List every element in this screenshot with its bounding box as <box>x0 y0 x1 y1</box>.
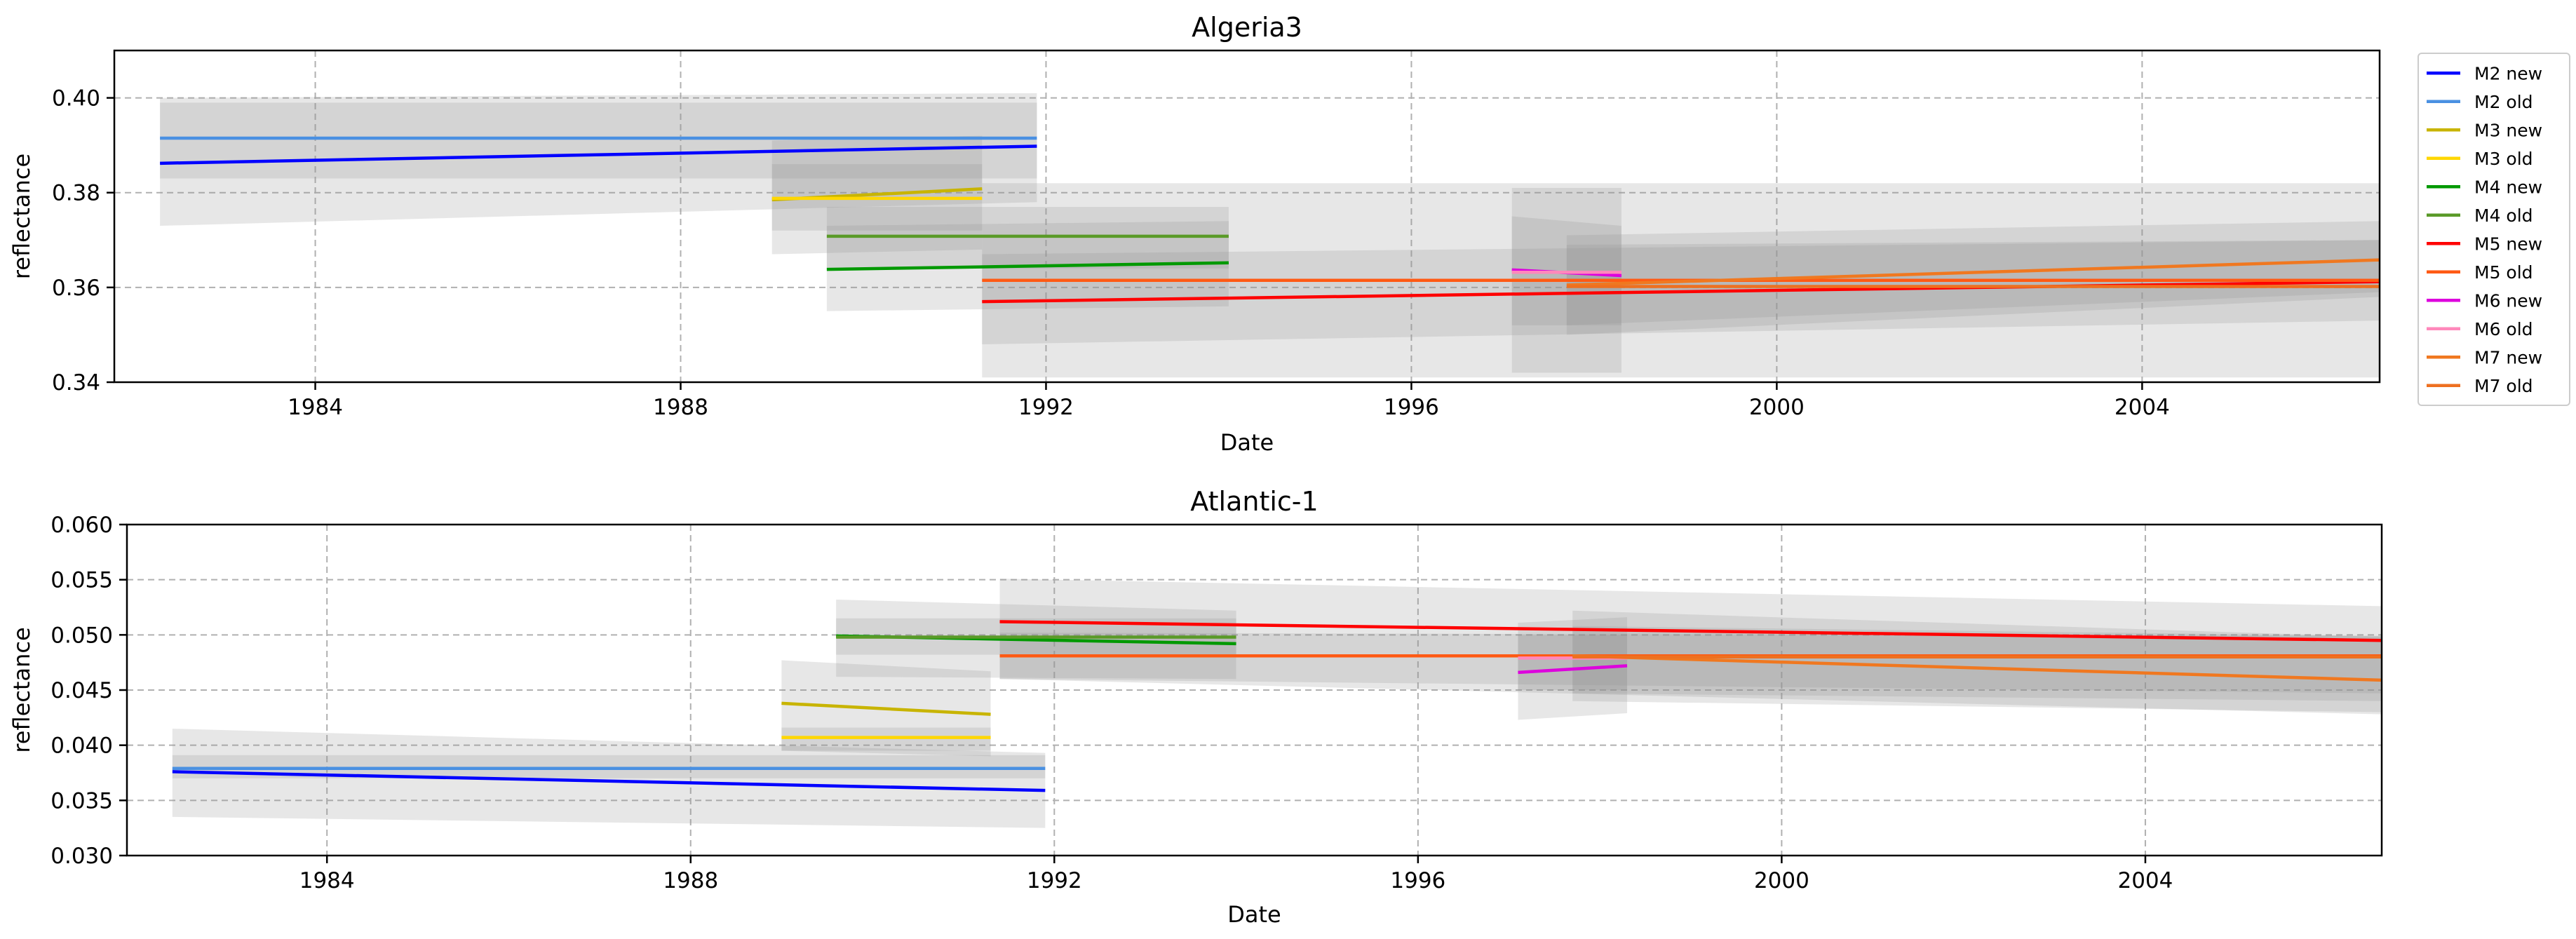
legend-label-m6-old: M6 old <box>2474 319 2533 339</box>
x-tick-label: 1992 <box>1018 395 1074 420</box>
y-tick-label: 0.050 <box>50 623 113 648</box>
y-tick-label: 0.055 <box>50 568 113 593</box>
legend-label-m7-old: M7 old <box>2474 376 2533 396</box>
series-line-m5-new <box>999 620 2382 642</box>
x-tick-label: 2004 <box>2117 868 2173 893</box>
uncertainty-band-m3-old <box>781 727 991 751</box>
series-line-m7-new <box>1572 654 2382 682</box>
uncertainty-band-m7-old <box>1566 240 2380 325</box>
series-line-m4-new <box>826 261 1229 271</box>
x-tick-label: 1996 <box>1384 395 1439 420</box>
axes-frame <box>113 49 2381 384</box>
x-axis-label: Date <box>1227 901 1281 928</box>
chart-title: Algeria3 <box>1192 12 1302 43</box>
y-tick-label: 0.045 <box>50 678 113 703</box>
x-tick-label: 2004 <box>2115 395 2170 420</box>
uncertainty-band-m7-new <box>1566 221 2380 335</box>
chart-title: Atlantic-1 <box>1190 486 1318 517</box>
x-tick-label: 2000 <box>1749 395 1805 420</box>
legend-label-m7-new: M7 new <box>2474 347 2542 367</box>
uncertainty-band-m6-old <box>1518 635 1628 690</box>
uncertainty-band-m2-old <box>172 755 1046 778</box>
legend-label-m3-new: M3 new <box>2474 120 2542 140</box>
uncertainty-band-m2-new <box>160 93 1037 227</box>
legend-label-m2-new: M2 new <box>2474 63 2542 83</box>
y-tick-label: 0.035 <box>50 788 113 813</box>
legend-label-m4-new: M4 new <box>2474 177 2542 197</box>
uncertainty-band-m5-old <box>999 633 2382 715</box>
uncertainty-band-m2-new <box>172 729 1046 828</box>
legend-label-m5-new: M5 new <box>2474 234 2542 254</box>
panel-algeria3: 1984 1988 1992 1996 2000 2004 0.34 0.36 0.38 0.40… <box>8 12 2381 456</box>
legend-label-m3-old: M3 old <box>2474 149 2533 169</box>
x-axis-label: Date <box>1220 429 1274 456</box>
legend-label-m2-old: M2 old <box>2474 92 2533 112</box>
series-line-m6-new <box>1518 664 1628 675</box>
y-tick-label: 0.38 <box>52 181 100 206</box>
series-line-m2-new <box>160 144 1037 165</box>
x-tick-label: 1984 <box>299 868 355 893</box>
x-tick-label: 1984 <box>288 395 343 420</box>
panel-atlantic-1: 1984 1988 1992 1996 2000 2004 0.030 0.035 0.040 0… <box>8 486 2383 928</box>
y-tick-label: 0.030 <box>50 844 113 869</box>
y-tick-label: 0.34 <box>52 370 100 396</box>
x-tick-label: 2000 <box>1754 868 1809 893</box>
x-tick-label: 1988 <box>663 868 718 893</box>
uncertainty-band-m7-new <box>1572 610 2382 712</box>
y-tick-label: 0.040 <box>50 734 113 759</box>
uncertainty-band-m7-old <box>1572 626 2382 701</box>
y-axis-label: reflectance <box>8 627 35 752</box>
y-tick-label: 0.40 <box>52 86 100 112</box>
y-tick-label: 0.060 <box>50 513 113 538</box>
x-tick-label: 1992 <box>1027 868 1082 893</box>
series-line-m2-new <box>172 770 1046 792</box>
series-line-m3-new <box>781 701 991 716</box>
legend-label-m5-old: M5 old <box>2474 262 2533 283</box>
series-line-m7-new <box>1566 258 2380 287</box>
x-tick-label: 1988 <box>653 395 708 420</box>
legend-label-m6-new: M6 new <box>2474 290 2542 311</box>
legend-label-m4-old: M4 old <box>2474 205 2533 226</box>
y-tick-label: 0.36 <box>52 276 100 301</box>
legend-box <box>2417 53 2570 406</box>
uncertainty-band-m5-new <box>999 579 2382 694</box>
legend: M2 new M2 old M3 new M3 old M4 new M4 old M5 n… <box>2417 53 2570 406</box>
y-axis-label: reflectance <box>8 154 35 279</box>
x-tick-label: 1996 <box>1390 868 1445 893</box>
